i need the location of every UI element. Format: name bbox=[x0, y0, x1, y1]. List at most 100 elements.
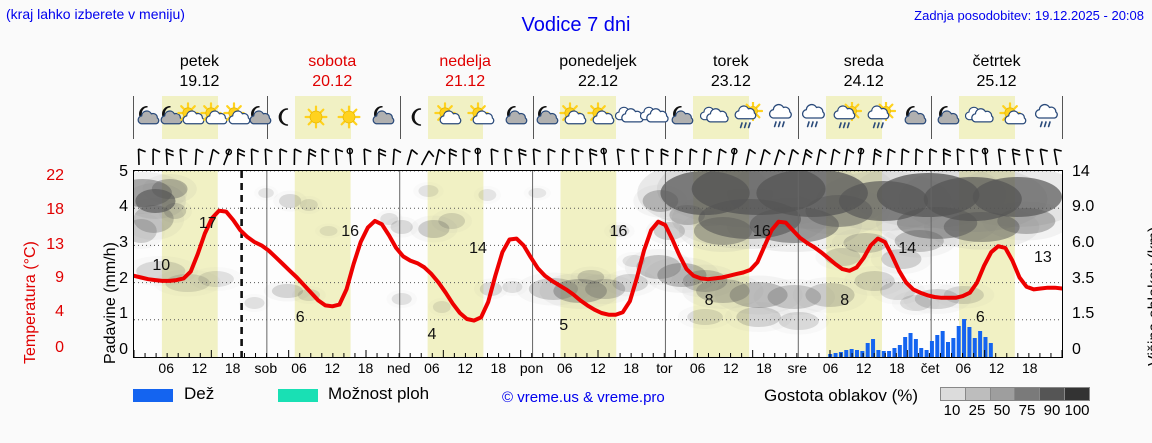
showers-legend-label: Možnost ploh bbox=[328, 384, 430, 403]
temperature-value-label: 14 bbox=[469, 240, 487, 258]
precipitation-tick: 5 bbox=[119, 163, 128, 180]
day-header-7: četrtek 25.12 bbox=[930, 52, 1063, 92]
day-header-3: nedelja 21.12 bbox=[399, 52, 532, 92]
temperature-line bbox=[134, 208, 1062, 323]
x-axis-tick: 12 bbox=[723, 360, 739, 376]
day-name: sobota bbox=[308, 53, 357, 70]
moon-cloud-icon bbox=[531, 102, 561, 132]
day-date: 24.12 bbox=[843, 73, 884, 90]
temperature-value-label: 4 bbox=[427, 325, 437, 343]
temperature-value-label: 16 bbox=[753, 223, 771, 241]
day-header-2: sobota 20.12 bbox=[266, 52, 399, 92]
day-header-4: ponedeljek 22.12 bbox=[532, 52, 665, 92]
day-date: 23.12 bbox=[710, 73, 751, 90]
moon-cloud-icon bbox=[666, 102, 696, 132]
cloudheight-tick: 6.0 bbox=[1072, 234, 1095, 251]
moon-cloud-icon bbox=[899, 102, 929, 132]
x-axis-tick: 12 bbox=[457, 360, 473, 376]
cloud-density-swatch bbox=[940, 387, 965, 401]
cloud-density-scale bbox=[940, 387, 1090, 401]
cloud-density-swatch bbox=[1039, 387, 1065, 401]
rain-bar bbox=[833, 353, 838, 357]
cloud-density-swatch bbox=[989, 387, 1015, 401]
day-header-row: petek 19.12 sobota 20.12 nedelja 21.12 ponedel… bbox=[133, 52, 1063, 94]
temperature-tick: 0 bbox=[55, 339, 64, 356]
day-date: 19.12 bbox=[179, 73, 220, 90]
temperature-value-label: 6 bbox=[975, 308, 985, 326]
plot-svg bbox=[134, 171, 1062, 357]
rain-bar bbox=[988, 343, 993, 357]
rain-bar bbox=[978, 331, 983, 357]
rain-bar bbox=[951, 338, 956, 357]
wind-barbs-svg bbox=[137, 147, 1062, 166]
rain-bar bbox=[946, 342, 950, 357]
cloud-density-swatch bbox=[1014, 387, 1040, 401]
legend: Dež Možnost ploh bbox=[0, 384, 1152, 424]
cloudheight-tick: 9.0 bbox=[1072, 198, 1095, 215]
precipitation-tick: 3 bbox=[119, 234, 128, 251]
rain-bar bbox=[919, 348, 924, 357]
cloud-density-swatch bbox=[1064, 387, 1090, 401]
rain-bar bbox=[972, 338, 977, 357]
temperature-value-label: 5 bbox=[559, 317, 569, 335]
rain-bar bbox=[983, 337, 988, 357]
x-axis-tick: 18 bbox=[1021, 360, 1038, 376]
x-axis-tick: 06 bbox=[158, 360, 174, 376]
rain-bar bbox=[940, 331, 945, 357]
temperature-value-label: 13 bbox=[1033, 248, 1052, 266]
forecast-plot bbox=[133, 170, 1063, 358]
cloudheight-axis-title-text: Višina oblakov (km) bbox=[1146, 226, 1152, 366]
rain-bar bbox=[876, 350, 881, 357]
rain-bar bbox=[908, 333, 913, 357]
x-axis-tick: 06 bbox=[689, 360, 706, 376]
sun-icon bbox=[301, 102, 331, 132]
rain-legend-swatch bbox=[133, 389, 173, 402]
x-axis-tick: 06 bbox=[424, 360, 440, 376]
x-axis-tick: 18 bbox=[756, 360, 772, 376]
x-axis-tick: 18 bbox=[623, 360, 639, 376]
rain-bar bbox=[854, 350, 859, 357]
sun-cloud-icon bbox=[177, 102, 207, 132]
precipitation-tick: 1 bbox=[119, 305, 128, 322]
cloudheight-axis-title: Višina oblakov (km) bbox=[1126, 160, 1152, 370]
rain-bar bbox=[865, 343, 870, 357]
cloud-icon bbox=[965, 102, 995, 132]
temperature-value-label: 8 bbox=[840, 291, 850, 309]
rain-bar bbox=[860, 351, 865, 357]
temperature-value-label: 14 bbox=[898, 240, 917, 258]
x-axis-tick: 12 bbox=[324, 360, 341, 376]
cloudheight-tick: 14 bbox=[1072, 163, 1090, 180]
x-axis-tick: tor bbox=[656, 360, 673, 376]
x-axis-tick: 12 bbox=[855, 360, 872, 376]
cloud-density-tick: 50 bbox=[993, 402, 1011, 419]
cloud-density-tick: 10 bbox=[943, 402, 961, 419]
day-separator bbox=[931, 96, 933, 139]
sun-cloud-icon bbox=[200, 102, 230, 132]
day-date: 25.12 bbox=[976, 73, 1017, 90]
temperature-value-label: 8 bbox=[704, 291, 714, 309]
temperature-axis-title: Temperatura (°C) bbox=[2, 168, 39, 368]
x-axis-tick: pon bbox=[519, 360, 544, 376]
day-date: 20.12 bbox=[312, 73, 353, 90]
sun-rain-icon bbox=[832, 102, 863, 132]
rain-bar bbox=[935, 335, 940, 357]
temperature-value-label: 17 bbox=[198, 214, 217, 232]
day-date: 22.12 bbox=[577, 73, 618, 90]
wind-barb-band bbox=[133, 139, 1063, 171]
x-axis-tick: sob bbox=[254, 360, 278, 376]
temperature-tick: 18 bbox=[46, 201, 64, 218]
rain-bar bbox=[929, 341, 934, 357]
temperature-tick: 4 bbox=[55, 303, 64, 320]
day-name: sreda bbox=[843, 53, 884, 70]
rain-bar bbox=[962, 319, 967, 357]
rain-bar bbox=[903, 337, 908, 357]
precipitation-axis-title: Padavine (mm/h) bbox=[82, 168, 119, 368]
copyright-link[interactable]: © vreme.us & vreme.pro bbox=[502, 389, 665, 406]
x-axis-tick: 18 bbox=[224, 360, 241, 376]
rain-bar bbox=[871, 339, 876, 357]
cloudheight-tick: 3.5 bbox=[1072, 270, 1095, 287]
cloud-density-tick: 25 bbox=[968, 402, 986, 419]
showers-legend-swatch bbox=[278, 389, 318, 402]
sun-cloud-icon bbox=[467, 102, 497, 132]
cloud-density-label: Gostota oblakov (%) bbox=[764, 386, 919, 405]
